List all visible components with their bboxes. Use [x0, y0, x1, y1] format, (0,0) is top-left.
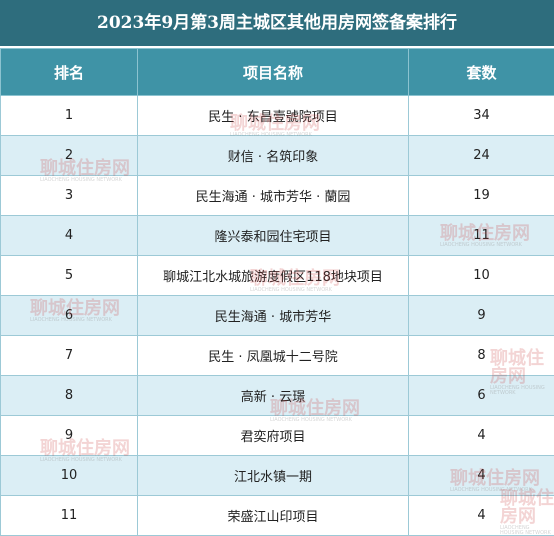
table-cell: 10	[409, 256, 554, 296]
table-cell: 34	[409, 96, 554, 136]
table-cell: 5	[1, 256, 138, 296]
table-cell: 4	[409, 496, 554, 536]
title: 2023年9月第3周主城区其他用房网签备案排行	[0, 0, 554, 48]
table-cell: 君奕府项目	[138, 416, 409, 456]
table-cell: 隆兴泰和园住宅项目	[138, 216, 409, 256]
table-cell: 民生 · 凤凰城十二号院	[138, 336, 409, 376]
column-header: 套数	[409, 49, 554, 96]
table-cell: 6	[1, 296, 138, 336]
table-cell: 民生 · 东昌壹號院项目	[138, 96, 409, 136]
table-cell: 民生海通 · 城市芳华 · 蘭园	[138, 176, 409, 216]
header-row: 排名项目名称套数	[1, 49, 554, 96]
table-cell: 4	[409, 456, 554, 496]
table-cell: 8	[409, 336, 554, 376]
table-cell: 民生海通 · 城市芳华	[138, 296, 409, 336]
table-cell: 6	[409, 376, 554, 416]
table-cell: 聊城江北水城旅游度假区118地块项目	[138, 256, 409, 296]
table-cell: 9	[409, 296, 554, 336]
table-cell: 8	[1, 376, 138, 416]
table-cell: 9	[1, 416, 138, 456]
table-cell: 4	[409, 416, 554, 456]
table-cell: 财信 · 名筑印象	[138, 136, 409, 176]
column-header: 项目名称	[138, 49, 409, 96]
table-cell: 荣盛江山印项目	[138, 496, 409, 536]
table-cell: 10	[1, 456, 138, 496]
table-cell: 4	[1, 216, 138, 256]
table-cell: 24	[409, 136, 554, 176]
table-cell: 江北水镇一期	[138, 456, 409, 496]
column-header: 排名	[1, 49, 138, 96]
table-cell: 3	[1, 176, 138, 216]
table-cell: 11	[409, 216, 554, 256]
table-cell: 11	[1, 496, 138, 536]
table-cell: 高新 · 云璟	[138, 376, 409, 416]
table-cell: 19	[409, 176, 554, 216]
table-cell: 2	[1, 136, 138, 176]
table-cell: 1	[1, 96, 138, 136]
table-cell: 7	[1, 336, 138, 376]
